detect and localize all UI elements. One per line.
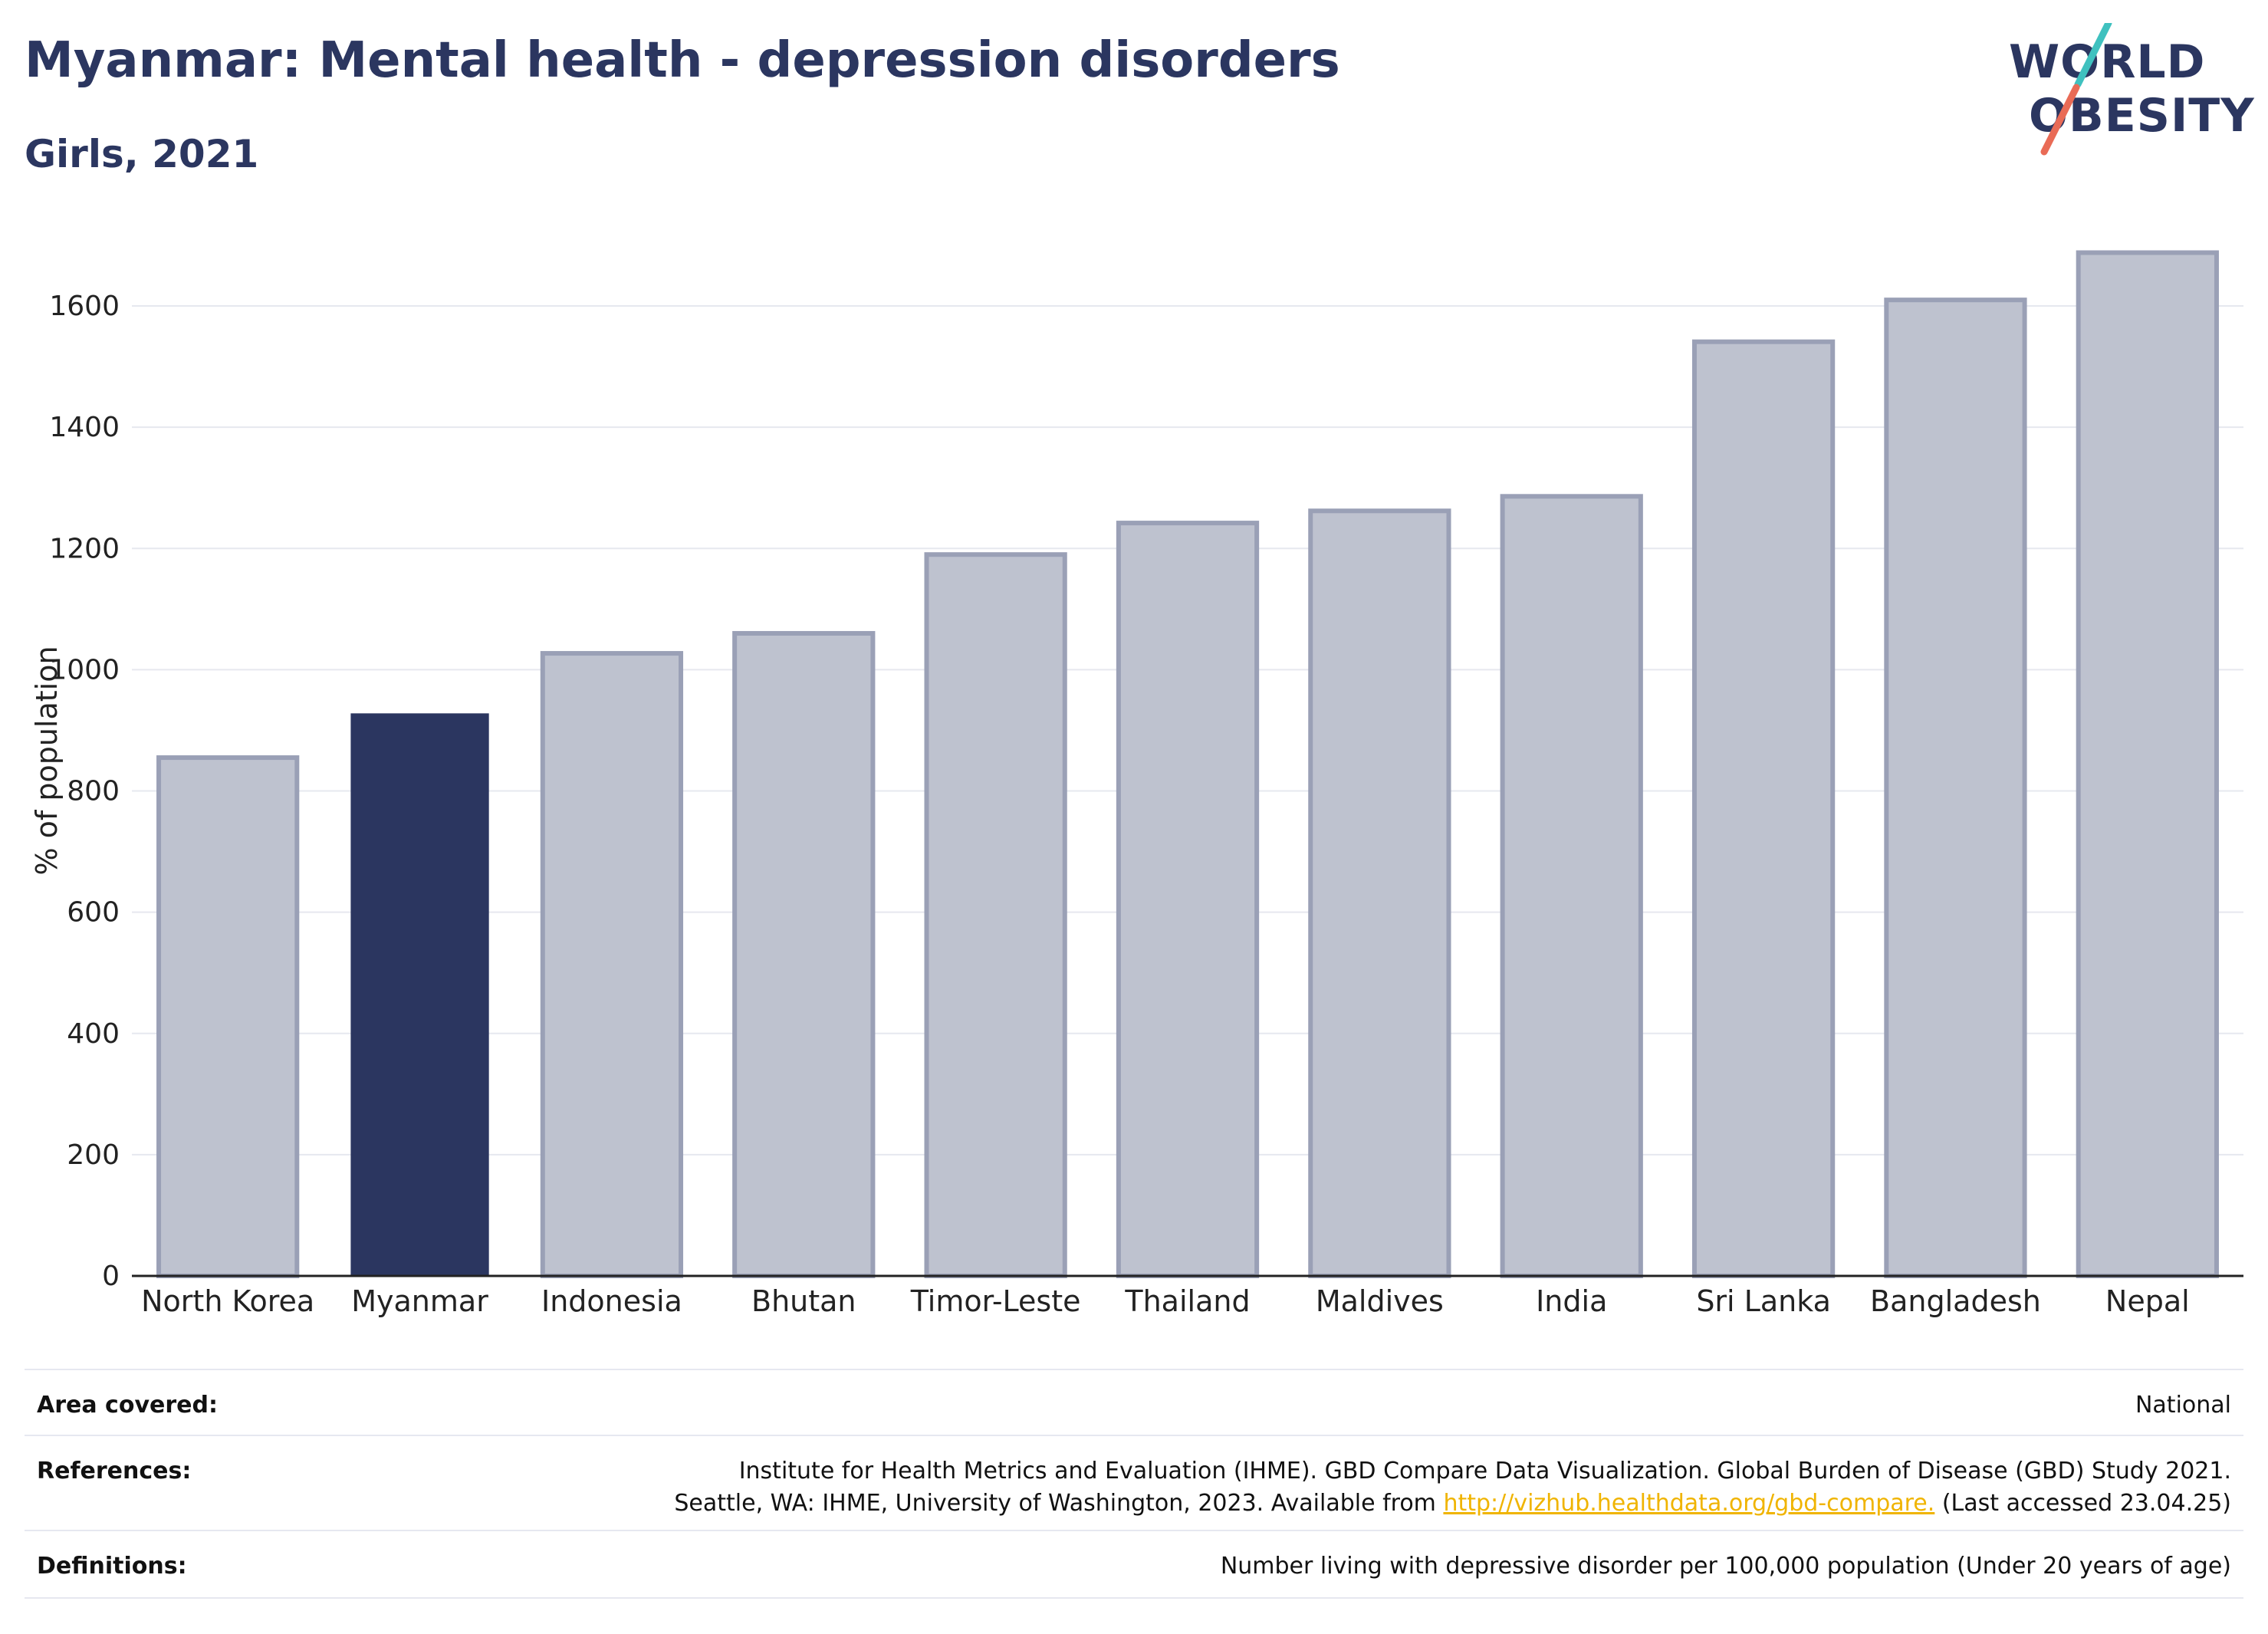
world-obesity-logo: WORLD OBESITY bbox=[1994, 23, 2254, 161]
x-tick-label: North Korea bbox=[141, 1284, 314, 1318]
area-value: National bbox=[2135, 1392, 2231, 1419]
x-tick-label: Timor-Leste bbox=[910, 1284, 1081, 1318]
y-tick-label: 1600 bbox=[49, 291, 120, 322]
y-tick-label: 800 bbox=[67, 776, 120, 807]
bar-north-korea bbox=[156, 755, 300, 1278]
bar-thailand bbox=[1116, 521, 1260, 1278]
bar-timor-leste bbox=[924, 552, 1067, 1278]
footer-row-area: Area covered: National bbox=[25, 1369, 2243, 1436]
footer-row-definitions: Definitions: Number living with depressi… bbox=[25, 1530, 2243, 1599]
x-tick-label: Nepal bbox=[2105, 1284, 2190, 1318]
x-tick-label: Bhutan bbox=[751, 1284, 856, 1318]
y-tick-label: 200 bbox=[67, 1139, 120, 1171]
bar-sri-lanka bbox=[1691, 339, 1836, 1279]
y-tick-label: 0 bbox=[102, 1261, 120, 1292]
x-tick-label: Thailand bbox=[1124, 1284, 1250, 1318]
y-tick-label: 1400 bbox=[49, 412, 120, 443]
references-line-1: Institute for Health Metrics and Evaluat… bbox=[738, 1458, 2231, 1484]
x-tick-label: Myanmar bbox=[351, 1284, 488, 1318]
footer-row-references: References: Institute for Health Metrics… bbox=[25, 1435, 2243, 1531]
references-label: References: bbox=[37, 1458, 192, 1484]
bar-indonesia bbox=[540, 651, 684, 1278]
chart-title: Myanmar: Mental health - depression diso… bbox=[25, 32, 1340, 89]
logo-slash-icon bbox=[2040, 23, 2112, 156]
y-tick-label: 1000 bbox=[49, 654, 120, 685]
x-tick-label: Maldives bbox=[1316, 1284, 1444, 1318]
bar-bangladesh bbox=[1884, 298, 2027, 1278]
bar-nepal bbox=[2076, 250, 2219, 1278]
references-line-2: Seattle, WA: IHME, University of Washing… bbox=[674, 1490, 2231, 1517]
bar-maldives bbox=[1308, 508, 1451, 1278]
bar-india bbox=[1500, 494, 1643, 1278]
y-tick-label: 600 bbox=[67, 897, 120, 929]
bar-chart: 0 200 400 600 800 1000 1200 1400 1600 % of popula… bbox=[30, 250, 2243, 1318]
area-label: Area covered: bbox=[37, 1392, 218, 1419]
x-tick-label: Indonesia bbox=[541, 1284, 682, 1318]
bar-myanmar bbox=[350, 713, 489, 1276]
y-tick-label: 400 bbox=[67, 1018, 120, 1050]
logo-line-2: OBESITY bbox=[2029, 89, 2255, 143]
references-line-2-text: Seattle, WA: IHME, University of Washing… bbox=[674, 1490, 1444, 1517]
x-tick-label: Sri Lanka bbox=[1696, 1284, 1831, 1318]
y-axis-label: % of population bbox=[30, 646, 64, 875]
references-link[interactable]: http://vizhub.healthdata.org/gbd-compare… bbox=[1443, 1490, 1935, 1517]
y-tick-label: 1200 bbox=[49, 533, 120, 564]
definitions-value: Number living with depressive disorder p… bbox=[1220, 1553, 2231, 1580]
bar-bhutan bbox=[732, 630, 876, 1278]
references-accessed: (Last accessed 23.04.25) bbox=[1934, 1490, 2231, 1517]
chart-subtitle: Girls, 2021 bbox=[25, 132, 259, 176]
logo-line-1: WORLD bbox=[2009, 35, 2206, 89]
x-tick-label: Bangladesh bbox=[1870, 1284, 2041, 1318]
definitions-label: Definitions: bbox=[37, 1553, 187, 1580]
x-tick-label: India bbox=[1536, 1284, 1607, 1318]
